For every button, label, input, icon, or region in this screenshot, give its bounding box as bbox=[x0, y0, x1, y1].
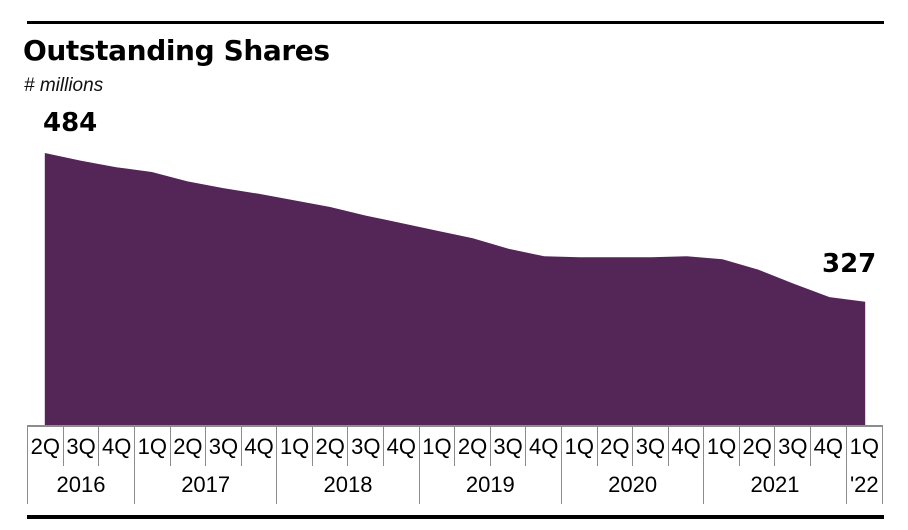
quarter-tick-label: 1Q bbox=[849, 433, 879, 459]
quarter-tick-label: 2Q bbox=[30, 433, 61, 459]
top-rule bbox=[27, 21, 884, 24]
year-tick-label: 2016 bbox=[56, 472, 106, 497]
quarter-tick-label: 4Q bbox=[383, 427, 419, 466]
year-group-2019: 1Q 2Q 3Q 4Q 2019 bbox=[418, 427, 561, 504]
year-tick-label: 2017 bbox=[181, 472, 231, 497]
quarter-tick-label: 2Q bbox=[738, 427, 775, 466]
chart-units-subtitle: # millions bbox=[24, 75, 104, 96]
quarter-row: 1Q 2Q 3Q 4Q bbox=[562, 427, 703, 466]
quarter-tick-label: 2Q bbox=[169, 427, 206, 466]
area-series-shape bbox=[44, 153, 866, 426]
quarter-tick-label: 1Q bbox=[564, 433, 594, 459]
quarter-row: 1Q 2Q 3Q 4Q bbox=[135, 427, 276, 466]
last-value-label: 327 bbox=[822, 249, 877, 279]
year-tick-label: 2019 bbox=[465, 472, 515, 497]
quarter-row: 1Q 2Q 3Q 4Q bbox=[277, 427, 418, 466]
quarter-tick-label: 3Q bbox=[347, 427, 383, 466]
x-axis: 2Q 3Q 4Q 2016 1Q 2Q 3Q 4Q 2017 1Q 2Q 3Q 4Q 2018 1Q 2Q 3Q… bbox=[27, 425, 883, 504]
quarter-tick-label: 2Q bbox=[596, 427, 633, 466]
quarter-tick-label: 3Q bbox=[632, 427, 668, 466]
year-group-22: 1Q '22 bbox=[845, 427, 883, 504]
year-group-2018: 1Q 2Q 3Q 4Q 2018 bbox=[276, 427, 418, 504]
quarter-row: 1Q 2Q 3Q 4Q bbox=[420, 427, 561, 466]
year-group-2020: 1Q 2Q 3Q 4Q 2020 bbox=[560, 427, 703, 504]
year-tick-label: 2020 bbox=[608, 472, 658, 497]
quarter-row: 1Q bbox=[847, 427, 882, 466]
first-value-label: 484 bbox=[43, 108, 98, 138]
quarter-tick-label: 3Q bbox=[205, 427, 241, 466]
quarter-tick-label: 3Q bbox=[489, 427, 526, 466]
quarter-tick-label: 4Q bbox=[810, 427, 846, 466]
year-tick-label: '22 bbox=[849, 472, 879, 497]
quarter-row: 2Q 3Q 4Q bbox=[28, 427, 134, 466]
year-group-2016: 2Q 3Q 4Q 2016 bbox=[27, 427, 134, 504]
quarter-tick-label: 1Q bbox=[706, 433, 737, 459]
quarter-row: 1Q 2Q 3Q 4Q bbox=[704, 427, 845, 466]
quarter-tick-label: 2Q bbox=[311, 427, 348, 466]
quarter-tick-label: 1Q bbox=[137, 433, 167, 459]
year-tick-label: 2021 bbox=[750, 472, 800, 497]
year-tick-label: 2018 bbox=[323, 472, 373, 497]
bottom-rule bbox=[27, 515, 884, 519]
quarter-tick-label: 1Q bbox=[279, 433, 310, 459]
quarter-tick-label: 3Q bbox=[774, 427, 810, 466]
year-group-2021: 1Q 2Q 3Q 4Q 2021 bbox=[703, 427, 845, 504]
quarter-tick-label: 1Q bbox=[422, 433, 452, 459]
year-group-2017: 1Q 2Q 3Q 4Q 2017 bbox=[134, 427, 276, 504]
quarter-tick-label: 2Q bbox=[454, 427, 490, 466]
quarter-tick-label: 3Q bbox=[62, 427, 99, 466]
quarter-tick-label: 4Q bbox=[98, 427, 134, 466]
quarter-tick-label: 4Q bbox=[667, 427, 704, 466]
quarter-tick-label: 4Q bbox=[240, 427, 277, 466]
chart-title: Outstanding Shares bbox=[23, 34, 330, 67]
quarter-tick-label: 4Q bbox=[525, 427, 561, 466]
